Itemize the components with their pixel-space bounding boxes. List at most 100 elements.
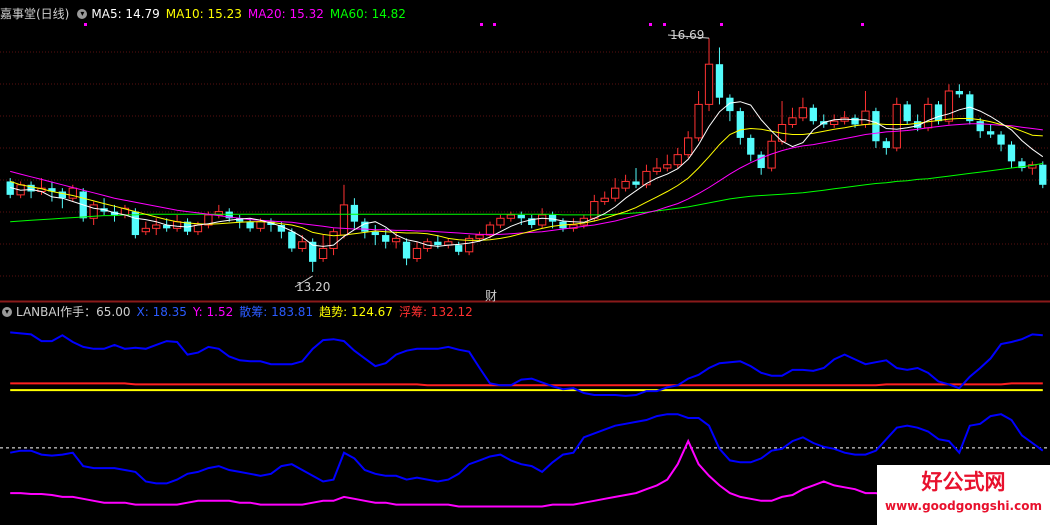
signal-marker — [649, 23, 652, 26]
indicator-header: ▾ LANBAI作手：65.00 X: 18.35 Y: 1.52 散筹: 18… — [2, 303, 479, 321]
candle — [277, 221, 286, 239]
candle — [464, 235, 474, 256]
candle — [715, 47, 724, 105]
candle — [986, 124, 995, 138]
ma60-line — [10, 162, 1043, 223]
candle — [485, 221, 495, 239]
indicator-settings-icon[interactable]: ▾ — [2, 307, 12, 317]
candle — [684, 131, 693, 158]
candle — [736, 107, 744, 145]
candle — [152, 218, 161, 236]
watermark-logo: 好公式网 www.goodgongshi.com — [877, 465, 1050, 525]
price-panel — [0, 23, 1050, 303]
candle — [673, 147, 682, 169]
candle — [663, 154, 672, 172]
y-line — [10, 438, 1043, 508]
indicator-panel — [0, 331, 1050, 508]
candle — [747, 134, 755, 162]
candle — [496, 214, 505, 229]
candle — [339, 184, 349, 239]
signal-marker — [480, 23, 483, 26]
ma5-label: MA5: 14.79 — [91, 7, 160, 21]
candle — [726, 94, 734, 122]
candle — [402, 238, 411, 266]
watermark-url: www.goodgongshi.com — [885, 499, 1042, 513]
signal-marker — [493, 23, 496, 26]
candle — [777, 101, 787, 145]
candle — [757, 151, 765, 175]
candle — [788, 107, 797, 128]
indicator-sanchou-label: 散筹: 183.81 — [239, 305, 314, 319]
candle — [318, 235, 328, 262]
candle — [131, 208, 140, 239]
low-leader — [294, 275, 313, 288]
candle — [141, 221, 150, 236]
candle — [872, 107, 880, 148]
candle — [798, 97, 808, 122]
candle — [903, 101, 911, 125]
signal-marker — [720, 23, 723, 26]
indicator-float-label: 浮筹: 132.12 — [398, 305, 473, 319]
watermark-title: 好公式网 — [921, 470, 1006, 494]
candle — [444, 238, 453, 249]
candle — [246, 218, 254, 232]
float-line — [10, 382, 1043, 387]
candle — [944, 84, 954, 125]
signal-marker — [84, 23, 87, 26]
candle — [611, 178, 620, 202]
candle — [642, 164, 651, 189]
candle — [1039, 161, 1047, 189]
candle — [528, 214, 536, 229]
candle — [391, 231, 401, 249]
candle — [694, 91, 703, 142]
candle — [506, 211, 516, 222]
candle — [412, 241, 422, 262]
candle — [632, 168, 640, 189]
ma20-label: MA20: 15.32 — [247, 7, 324, 21]
candle — [976, 117, 984, 138]
candle — [288, 228, 296, 252]
candle — [923, 97, 933, 132]
settings-circle-icon[interactable]: ▾ — [77, 9, 88, 19]
indicator-name: LANBAI作手：65.00 — [16, 305, 131, 319]
indicator-y-label: Y: 1.52 — [192, 305, 234, 319]
signal-marker — [663, 23, 666, 26]
ma5-line — [10, 101, 1044, 247]
indicator-x-label: X: 18.35 — [136, 305, 187, 319]
candle — [882, 137, 890, 155]
candle — [1028, 161, 1037, 175]
candle — [830, 114, 839, 128]
candle — [371, 225, 379, 246]
candle — [820, 114, 828, 128]
x-line — [10, 413, 1044, 485]
high-price-label: 16.69 — [670, 28, 705, 42]
candle — [225, 208, 233, 222]
candle — [600, 191, 609, 205]
candle — [1018, 158, 1026, 172]
candle — [172, 214, 182, 232]
candle — [997, 131, 1005, 152]
indicator-trend-label: 趋势: 124.67 — [319, 305, 393, 319]
stock-name: 嘉事堂(日线) — [0, 7, 70, 21]
ma20-line — [10, 123, 1043, 235]
candle — [89, 201, 98, 225]
candle — [621, 174, 630, 192]
high-leader — [667, 34, 710, 39]
main-header: 嘉事堂(日线) ▾ MA5: 14.79 MA10: 15.23 MA20: 1… — [0, 5, 412, 23]
low-price-label: 13.20 — [296, 280, 331, 294]
candle — [100, 198, 108, 215]
candle — [267, 218, 275, 232]
signal-marker — [861, 23, 864, 26]
candle — [120, 204, 130, 219]
sanchou-line — [10, 331, 1043, 397]
finance-marker[interactable]: 财 — [485, 289, 498, 303]
ma10-label: MA10: 15.23 — [165, 7, 242, 21]
ma10-line — [10, 118, 1043, 241]
candle — [361, 218, 369, 239]
candle — [569, 218, 578, 232]
candle — [955, 84, 963, 98]
candle — [767, 134, 776, 172]
candle — [652, 158, 662, 175]
candle — [704, 38, 714, 112]
